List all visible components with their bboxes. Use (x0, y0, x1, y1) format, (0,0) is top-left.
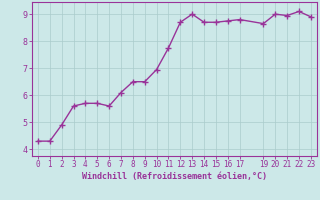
X-axis label: Windchill (Refroidissement éolien,°C): Windchill (Refroidissement éolien,°C) (82, 172, 267, 181)
